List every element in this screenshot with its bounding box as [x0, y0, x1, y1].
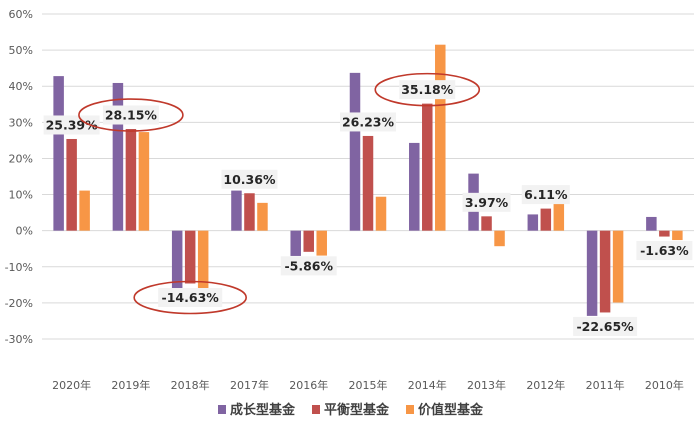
y-tick-label: -20%: [5, 297, 33, 310]
data-label: 35.18%: [401, 82, 454, 97]
y-tick-label: 0%: [16, 225, 33, 238]
highlight-ellipse: [78, 98, 184, 132]
bar-3-11: [672, 230, 683, 241]
bar-1-6: [349, 72, 361, 231]
bars: [53, 44, 683, 316]
legend-swatch: [406, 405, 414, 414]
data-label: -5.86%: [284, 258, 333, 273]
bar-3-5: [316, 230, 327, 256]
data-label-box: [221, 169, 278, 189]
y-axis-ticks: -30% -20% -10% 0% 10% 20% 30% 40% 50% 60%: [5, 8, 33, 346]
x-tick-label: 2011年: [586, 378, 625, 392]
data-label-box: [340, 112, 396, 132]
y-tick-label: -10%: [5, 261, 33, 274]
x-axis-ticks: 2020年 2019年 2018年 2017年 2016年 2015年 2014年 2013年…: [52, 378, 684, 392]
bar-3-2: [138, 132, 150, 231]
bar-3-1: [79, 190, 90, 231]
data-label: 6.11%: [524, 187, 568, 202]
data-label: 25.39%: [46, 117, 99, 132]
data-label-box: [280, 256, 337, 276]
bar-2-7: [422, 103, 433, 231]
bar-2-1: [66, 138, 77, 231]
data-label: 26.23%: [342, 114, 395, 129]
data-label: 28.15%: [105, 108, 158, 123]
bar-1-9: [527, 214, 539, 231]
x-tick-label: 2017年: [230, 378, 269, 392]
data-label-box: [43, 115, 100, 135]
bar-2-10: [599, 230, 611, 313]
y-tick-label: -30%: [5, 333, 33, 346]
x-tick-label: 2018年: [171, 378, 210, 392]
bar-3-4: [257, 202, 268, 231]
bar-2-5: [303, 230, 314, 252]
bar-3-3: [197, 230, 209, 296]
y-tick-label: 10%: [9, 189, 33, 202]
bar-3-9: [553, 202, 565, 231]
x-tick-label: 2013年: [467, 378, 506, 392]
bar-1-11: [646, 216, 657, 231]
x-tick-label: 2012年: [526, 378, 565, 392]
data-label: 10.36%: [223, 172, 276, 187]
bar-2-3: [184, 230, 196, 284]
bar-3-10: [612, 230, 624, 303]
legend[interactable]: 成长型基金 平衡型基金 价值型基金: [218, 402, 484, 418]
data-label-box: [573, 316, 638, 336]
bar-1-7: [409, 142, 420, 231]
data-label-box: [399, 80, 456, 100]
data-labels: 25.39% 28.15% -14.63% 10.36% -5.86% 26.23% 35.…: [43, 72, 693, 336]
x-tick-label: 2019年: [111, 378, 150, 392]
bar-3-8: [494, 230, 505, 247]
data-label-box: [102, 105, 159, 125]
x-tick-label: 2020年: [52, 378, 91, 392]
y-tick-label: 60%: [9, 8, 33, 21]
data-label: -22.65%: [576, 319, 634, 334]
bar-1-1: [53, 76, 64, 231]
bar-1-10: [586, 230, 598, 316]
bar-1-2: [112, 82, 124, 231]
y-tick-label: 50%: [9, 44, 33, 57]
data-label-box: [462, 192, 511, 212]
x-tick-label: 2015年: [349, 378, 388, 392]
y-tick-label: 40%: [9, 80, 33, 93]
bar-3-7: [435, 44, 446, 231]
legend-label[interactable]: 平衡型基金: [324, 402, 390, 418]
bar-2-9: [540, 208, 552, 231]
x-tick-label: 2016年: [289, 378, 328, 392]
y-tick-label: 30%: [9, 116, 33, 129]
bar-1-3: [171, 230, 183, 301]
x-tick-label: 2010年: [645, 378, 684, 392]
x-tick-label: 2014年: [408, 378, 447, 392]
bar-2-4: [244, 193, 255, 231]
legend-label[interactable]: 价值型基金: [418, 402, 484, 418]
legend-swatch: [312, 405, 320, 414]
bar-2-11: [659, 230, 670, 237]
y-tick-label: 20%: [9, 152, 33, 165]
highlight-ellipse: [374, 72, 481, 107]
bar-3-6: [375, 196, 387, 231]
legend-label[interactable]: 成长型基金: [230, 402, 296, 418]
data-label-box: [158, 287, 223, 307]
highlight-ellipse: [133, 280, 247, 315]
data-label: 3.97%: [465, 195, 509, 210]
legend-swatch: [218, 405, 226, 414]
bar-1-4: [231, 190, 242, 231]
bar-2-2: [125, 129, 137, 231]
data-label-box: [636, 241, 693, 261]
bar-1-5: [290, 230, 301, 256]
bar-2-6: [362, 135, 374, 231]
data-label: -14.63%: [162, 290, 220, 305]
data-label: -1.63%: [640, 243, 689, 258]
bar-2-8: [481, 216, 492, 231]
data-label-box: [521, 185, 570, 205]
